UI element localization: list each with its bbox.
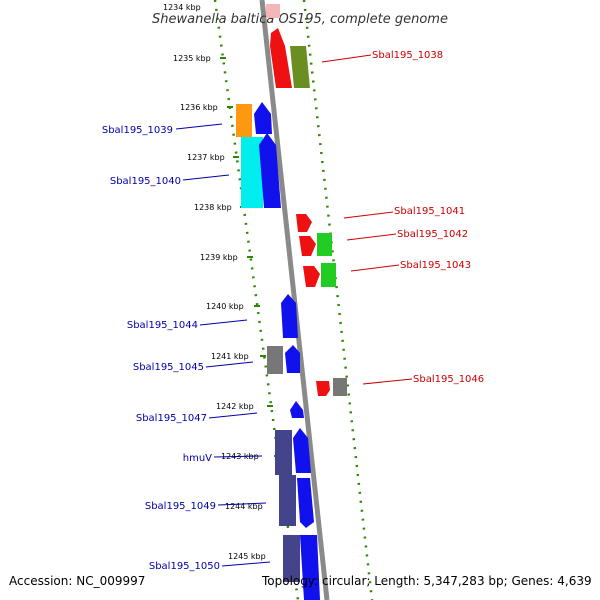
leader-line-reverse [221, 561, 271, 567]
gene-arrow-red[interactable] [296, 214, 312, 232]
accession-text: Accession: NC_009997 [9, 574, 146, 588]
gene-label-sbal195-1041[interactable]: Sbal195_1041 [394, 206, 465, 217]
gene-arrow-pink[interactable] [266, 4, 280, 18]
gene-arrow-blue[interactable] [290, 401, 304, 418]
gene-label-sbal195-1039[interactable]: Sbal195_1039 [102, 125, 173, 136]
leader-line-forward [343, 211, 394, 219]
leader-line-reverse [182, 174, 230, 181]
leader-line-reverse [205, 361, 254, 368]
right-dotted-guide [302, 0, 374, 600]
leader-line-forward [362, 378, 413, 385]
ruler-label-1244: 1244 kbp [225, 502, 263, 511]
ruler-label-1237: 1237 kbp [187, 153, 225, 162]
gene-arrow-blue[interactable] [254, 102, 272, 134]
gene-block-cyan[interactable] [241, 137, 263, 208]
forward-gene-labels: Sbal195_1038 Sbal195_1041 Sbal195_1042 S… [372, 50, 484, 385]
gene-arrow-red[interactable] [299, 236, 316, 256]
gene-block-slate[interactable] [279, 475, 296, 526]
gene-arrow-blue[interactable] [293, 428, 311, 473]
gene-label-hmuv[interactable]: hmuV [183, 453, 212, 464]
topology-text: Topology: circular; Length: 5,347,283 bp… [262, 574, 592, 588]
gene-arrow-blue[interactable] [281, 294, 298, 338]
gene-label-sbal195-1046[interactable]: Sbal195_1046 [413, 374, 484, 385]
map-title: Shewanella baltica OS195, complete genom… [152, 12, 448, 27]
leader-line-reverse [175, 123, 223, 130]
gene-block-green[interactable] [321, 263, 336, 287]
gene-label-sbal195-1050[interactable]: Sbal195_1050 [149, 561, 220, 572]
leader-line-reverse [213, 455, 263, 458]
gene-block-green[interactable] [317, 233, 332, 256]
gene-label-sbal195-1045[interactable]: Sbal195_1045 [133, 362, 204, 373]
gene-arrow-red[interactable] [270, 28, 292, 88]
ruler-label-1238: 1238 kbp [194, 203, 232, 212]
ruler-label-1239: 1239 kbp [200, 253, 238, 262]
gene-block-olive[interactable] [290, 46, 310, 88]
gene-label-sbal195-1042[interactable]: Sbal195_1042 [397, 229, 468, 240]
gene-label-sbal195-1044[interactable]: Sbal195_1044 [127, 320, 198, 331]
leader-line-reverse [208, 412, 258, 419]
gene-label-sbal195-1040[interactable]: Sbal195_1040 [110, 176, 181, 187]
gene-label-sbal195-1047[interactable]: Sbal195_1047 [136, 413, 207, 424]
gene-label-sbal195-1038[interactable]: Sbal195_1038 [372, 50, 443, 61]
leader-line-forward [350, 264, 400, 272]
ruler-label-1245: 1245 kbp [228, 552, 266, 561]
ruler-label-1235: 1235 kbp [173, 54, 211, 63]
leader-lines [175, 54, 413, 567]
leader-line-reverse [199, 319, 248, 326]
gene-block-gray[interactable] [333, 378, 347, 396]
leader-line-forward [346, 233, 397, 241]
gene-arrow-blue[interactable] [259, 133, 281, 208]
ruler-label-1236: 1236 kbp [180, 103, 218, 112]
gene-arrow-blue[interactable] [300, 535, 320, 600]
reverse-gene-labels: Sbal195_1039 Sbal195_1040 Sbal195_1044 S… [102, 125, 220, 572]
leader-line-reverse [217, 502, 267, 506]
ruler-label-1241: 1241 kbp [211, 352, 249, 361]
gene-label-sbal195-1049[interactable]: Sbal195_1049 [145, 501, 216, 512]
gene-arrow-blue[interactable] [297, 478, 314, 528]
genome-backbone [259, 0, 330, 600]
gene-arrow-red[interactable] [316, 381, 330, 396]
ruler-label-1240: 1240 kbp [206, 302, 244, 311]
gene-block-gray[interactable] [267, 346, 283, 374]
gene-features [236, 4, 347, 600]
gene-block-slate[interactable] [275, 430, 292, 475]
gene-arrow-red[interactable] [303, 266, 320, 287]
ruler-label-1242: 1242 kbp [216, 402, 254, 411]
ruler-label-1234: 1234 kbp [163, 3, 201, 12]
gene-block-orange[interactable] [236, 104, 252, 137]
gene-arrow-blue[interactable] [285, 345, 300, 373]
gene-block-slate[interactable] [283, 535, 300, 582]
leader-line-forward [321, 54, 372, 63]
gene-label-sbal195-1043[interactable]: Sbal195_1043 [400, 260, 471, 271]
